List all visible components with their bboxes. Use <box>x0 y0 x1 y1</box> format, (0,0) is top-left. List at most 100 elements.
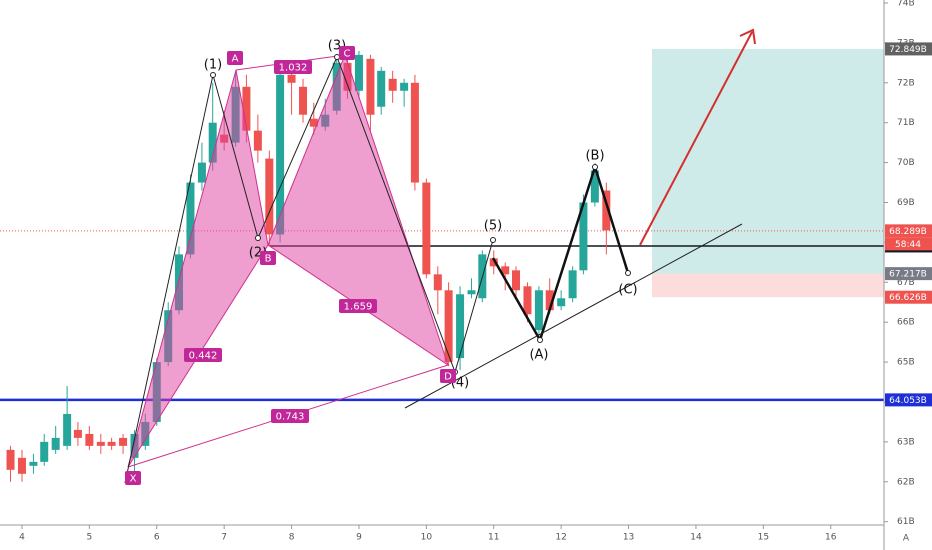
y-tick-label: 66B <box>897 318 915 328</box>
arrow-head <box>739 28 756 45</box>
candle-body <box>467 290 476 295</box>
candle-body <box>388 78 397 91</box>
wave-point <box>210 72 216 78</box>
candle-body <box>85 433 94 446</box>
candle-body <box>265 158 274 235</box>
x-tick-label: 7 <box>221 533 227 543</box>
price-label-bg <box>885 393 932 407</box>
price-label: 72.849B <box>889 45 927 55</box>
wave-label: (A) <box>529 348 548 363</box>
candle-body <box>51 437 60 450</box>
y-tick-label: 71B <box>897 118 915 128</box>
candle-body <box>489 258 498 267</box>
point-label: D <box>444 372 452 383</box>
candle-body <box>197 162 206 183</box>
wave-point <box>255 235 261 241</box>
price-label-bg <box>885 290 932 304</box>
price-label-bg <box>885 267 932 281</box>
candle-body <box>40 441 49 462</box>
ratio-box <box>339 299 377 313</box>
y-tick-label: 72B <box>897 78 915 88</box>
candle-body <box>557 298 566 307</box>
wave-point <box>592 164 598 170</box>
candle-body <box>6 449 15 470</box>
y-tick-label: 63B <box>897 437 915 447</box>
candle-body <box>299 86 308 115</box>
candle-body <box>242 86 251 131</box>
candle-body <box>422 182 431 275</box>
target-arrow <box>639 31 753 246</box>
candle-body <box>276 74 285 235</box>
ratio-label: 1.659 <box>344 302 373 313</box>
x-tick-label: 5 <box>87 533 93 543</box>
candle-body <box>512 270 521 291</box>
point-box <box>440 369 456 383</box>
drawings-under <box>0 48 884 402</box>
point-label: A <box>232 54 239 65</box>
candle-body <box>354 54 363 91</box>
x-tick-label: 10 <box>421 533 433 543</box>
point-label: C <box>344 49 351 60</box>
y-tick-label: 74B <box>897 0 915 8</box>
ratio-box <box>184 348 222 362</box>
y-tick-label: 65B <box>897 358 915 368</box>
corrective-wave <box>491 162 630 344</box>
point-label: X <box>130 474 137 485</box>
point-label: B <box>265 254 272 265</box>
stop-zone <box>652 273 884 298</box>
candle-body <box>253 130 262 151</box>
candle-body <box>377 70 386 107</box>
ratio-box <box>271 409 309 423</box>
candle-body <box>309 118 318 127</box>
x-tick-label: 8 <box>289 533 295 543</box>
candle-body <box>433 274 442 291</box>
x-tick-label: 16 <box>825 533 837 543</box>
x-tick-label: 13 <box>623 533 634 543</box>
candle-body <box>410 82 419 183</box>
candle-body <box>186 182 195 255</box>
candle-body <box>287 74 296 83</box>
ratio-box <box>274 60 312 74</box>
candle-body <box>63 413 72 446</box>
logo: A <box>903 534 910 544</box>
y-tick-label: 62B <box>897 477 915 487</box>
candle-body <box>29 461 38 466</box>
candle-body <box>602 190 611 231</box>
candle-body <box>523 286 532 315</box>
y-tick-label: 67B <box>897 278 915 288</box>
x-tick-label: 12 <box>555 533 566 543</box>
candle-body <box>366 58 375 115</box>
candle-body <box>534 290 543 331</box>
x-tick-label: 14 <box>690 533 702 543</box>
point-box <box>227 51 243 65</box>
candle-body <box>119 437 128 446</box>
candle-body <box>590 170 599 203</box>
x-tick-label: 6 <box>154 533 160 543</box>
candle-body <box>208 122 217 163</box>
countdown: 58:44 <box>895 240 921 250</box>
candle-body <box>501 266 510 275</box>
wave-point <box>537 337 543 343</box>
profit-zone <box>652 48 884 274</box>
candle-body <box>400 82 409 91</box>
wave-label: (1) <box>204 58 222 73</box>
price-label: 64.053B <box>889 396 927 406</box>
y-tick-label: 70B <box>897 158 915 168</box>
trend-line <box>404 223 743 409</box>
candle-body <box>568 270 577 299</box>
wave-label: (C) <box>618 283 637 298</box>
wave-label: (5) <box>484 219 502 234</box>
wave-point <box>490 237 496 243</box>
ratio-label: 1.032 <box>279 63 308 74</box>
annotations: (1)(2)(3)(4)(5)(A)(B)(C)XABCD1.0321.6590… <box>125 39 638 485</box>
ratio-label: 0.743 <box>276 412 305 423</box>
y-tick-label: 69B <box>897 198 915 208</box>
price-label: 68.289B <box>889 227 927 237</box>
price-label-bg <box>885 42 932 56</box>
candle-body <box>545 290 554 311</box>
price-label-bg <box>885 224 932 238</box>
point-box <box>339 46 355 60</box>
impulse-wave <box>124 55 494 484</box>
